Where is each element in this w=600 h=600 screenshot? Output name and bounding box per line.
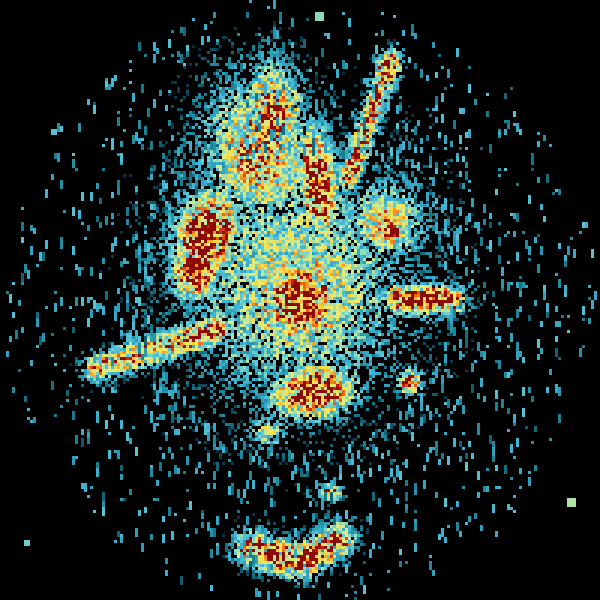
intensity-heatmap-canvas [0,0,600,600]
visualization-root [0,0,600,600]
